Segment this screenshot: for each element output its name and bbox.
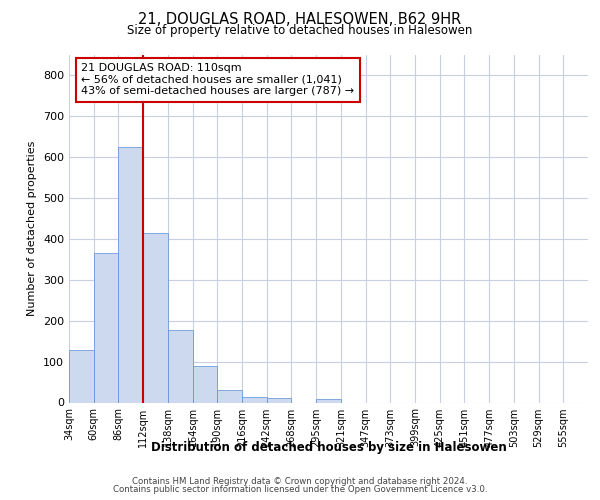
Bar (168, 330, 193, 402)
Text: Contains HM Land Registry data © Crown copyright and database right 2024.: Contains HM Land Registry data © Crown c… (132, 477, 468, 486)
Bar (69, 350, 94, 403)
Y-axis label: Number of detached properties: Number of detached properties (28, 141, 37, 316)
Text: 21 DOUGLAS ROAD: 110sqm
← 56% of detached houses are smaller (1,041)
43% of semi: 21 DOUGLAS ROAD: 110sqm ← 56% of detache… (82, 63, 355, 96)
Bar (94, 254, 118, 402)
Bar (316, 399, 341, 402)
Bar (242, 397, 267, 402)
Text: Contains public sector information licensed under the Open Government Licence v3: Contains public sector information licen… (113, 485, 487, 494)
Bar (267, 398, 292, 402)
Bar (118, 147, 143, 403)
Text: 21, DOUGLAS ROAD, HALESOWEN, B62 9HR: 21, DOUGLAS ROAD, HALESOWEN, B62 9HR (139, 12, 461, 28)
Text: Size of property relative to detached houses in Halesowen: Size of property relative to detached ho… (127, 24, 473, 37)
Bar (217, 390, 242, 402)
Text: Distribution of detached houses by size in Halesowen: Distribution of detached houses by size … (151, 441, 506, 454)
Bar (143, 233, 168, 402)
Bar (193, 366, 217, 403)
